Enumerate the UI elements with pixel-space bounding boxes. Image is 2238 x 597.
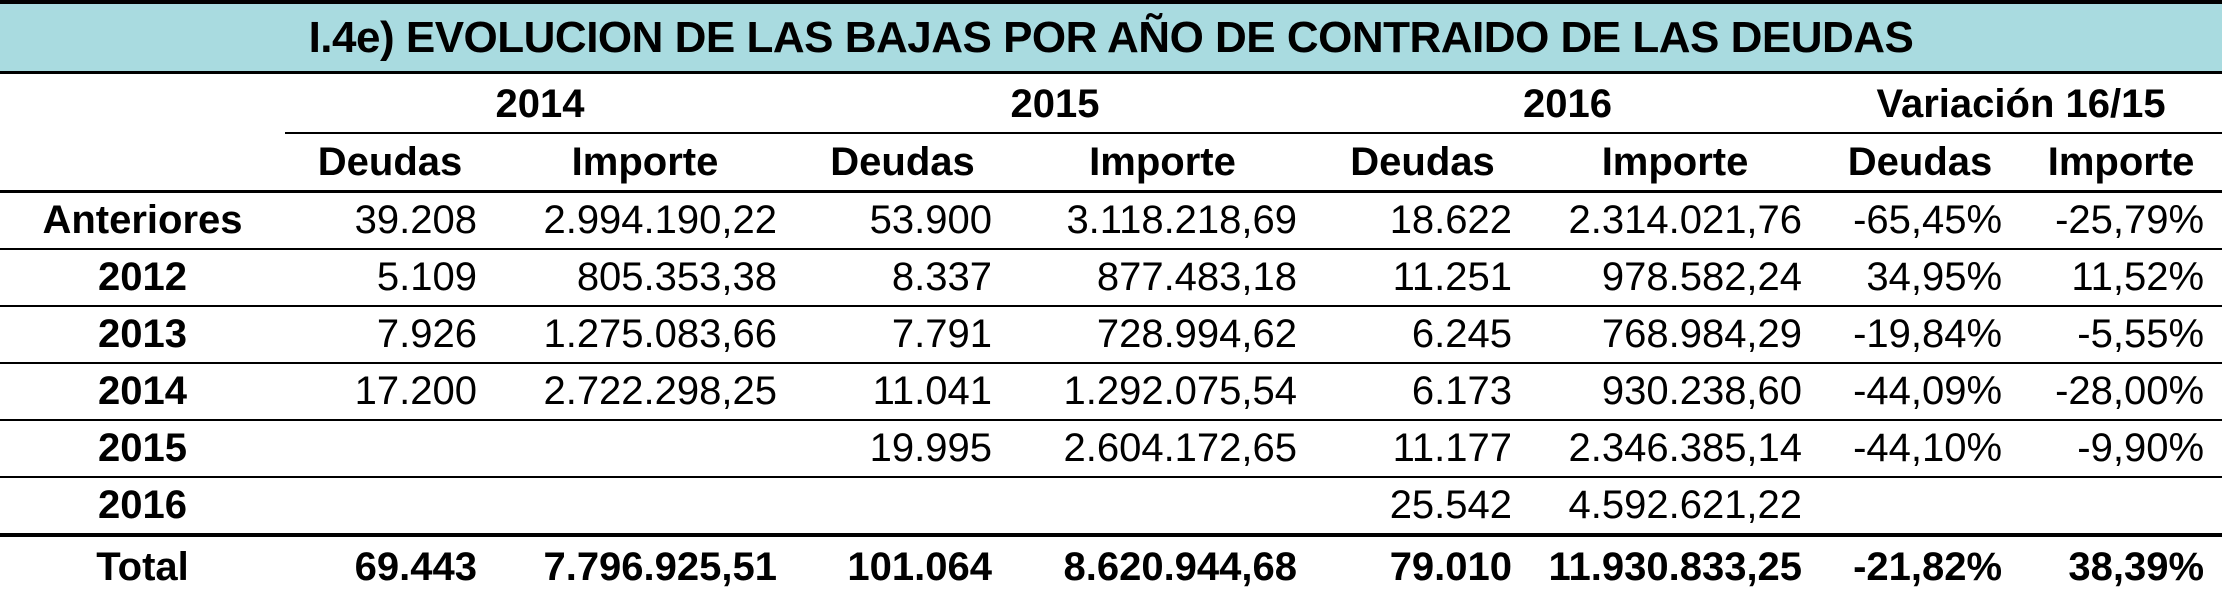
- cell: 11,52%: [2020, 249, 2223, 307]
- subheader-deudas: Deudas: [1315, 133, 1531, 193]
- cell: 728.994,62: [1010, 306, 1316, 364]
- subheader-deudas: Deudas: [795, 133, 1011, 193]
- cell: [285, 477, 495, 537]
- cell: -9,90%: [2020, 420, 2223, 478]
- group-header-2015: 2015: [795, 76, 1316, 134]
- cell: 2.346.385,14: [1530, 420, 1821, 478]
- cell: 3.118.218,69: [1010, 191, 1316, 250]
- cell: 7.926: [285, 306, 495, 364]
- cell: 34,95%: [1820, 249, 2021, 307]
- cell: 5.109: [285, 249, 495, 307]
- row-label: 2014: [0, 363, 285, 421]
- cell: 930.238,60: [1530, 363, 1821, 421]
- group-header-2016: 2016: [1315, 76, 1821, 134]
- cell: 2.722.298,25: [495, 363, 796, 421]
- subheader-importe: Importe: [2020, 133, 2223, 193]
- cell: 877.483,18: [1010, 249, 1316, 307]
- group-header-2014: 2014: [285, 76, 796, 134]
- cell: 4.592.621,22: [1530, 477, 1821, 537]
- total-cell: 38,39%: [2068, 544, 2205, 589]
- cell: 1.275.083,66: [495, 306, 796, 364]
- row-label: 2013: [0, 306, 285, 364]
- row-label: 2012: [0, 249, 285, 307]
- table-row: 2015 19.995 2.604.172,65 11.177 2.346.38…: [0, 420, 2223, 478]
- cell: [1010, 477, 1316, 537]
- cell: 768.984,29: [1530, 306, 1821, 364]
- total-cell: 8.620.944,68: [1063, 544, 1298, 589]
- total-label: Total: [96, 544, 189, 589]
- group-header-variacion: Variación 16/15: [1820, 76, 2223, 134]
- row-label: 2015: [0, 420, 285, 478]
- table-row: 2012 5.109 805.353,38 8.337 877.483,18 1…: [0, 249, 2223, 307]
- cell: -28,00%: [2020, 363, 2223, 421]
- cell: -44,10%: [1820, 420, 2021, 478]
- cell: 8.337: [795, 249, 1011, 307]
- total-cell: 101.064: [847, 544, 993, 589]
- subheader-importe: Importe: [1530, 133, 1821, 193]
- table-row: 2016 25.542 4.592.621,22: [0, 477, 2223, 537]
- cell: 2.604.172,65: [1010, 420, 1316, 478]
- data-table: 2014 2015 2016 Variación 16/15 Deudas Im…: [0, 76, 2223, 597]
- cell: [2020, 477, 2223, 537]
- row-label: Anteriores: [0, 191, 285, 250]
- subheader-deudas: Deudas: [285, 133, 495, 193]
- cell: 25.542: [1315, 477, 1531, 537]
- cell: [495, 477, 796, 537]
- total-cell: 7.796.925,51: [543, 544, 778, 589]
- cell: -65,45%: [1820, 191, 2021, 250]
- table-title: I.4e) EVOLUCION DE LAS BAJAS POR AÑO DE …: [0, 0, 2222, 74]
- subheader-importe: Importe: [495, 133, 796, 193]
- cell: [285, 420, 495, 478]
- corner-cell: [0, 76, 285, 133]
- cell: 6.245: [1315, 306, 1531, 364]
- subheader-deudas: Deudas: [1820, 133, 2021, 193]
- total-cell: 11.930.833,25: [1548, 544, 1803, 589]
- cell: 19.995: [795, 420, 1011, 478]
- total-row: Total 69.443 7.796.925,51 101.064 8.620.…: [0, 535, 2222, 597]
- cell: 11.251: [1315, 249, 1531, 307]
- cell: -5,55%: [2020, 306, 2223, 364]
- total-cell: -21,82%: [1853, 544, 2003, 589]
- cell: 805.353,38: [495, 249, 796, 307]
- table-row: 2014 17.200 2.722.298,25 11.041 1.292.07…: [0, 363, 2223, 421]
- cell: -25,79%: [2020, 191, 2223, 250]
- cell: -44,09%: [1820, 363, 2021, 421]
- cell: 7.791: [795, 306, 1011, 364]
- table-row: 2013 7.926 1.275.083,66 7.791 728.994,62…: [0, 306, 2223, 364]
- cell: [495, 420, 796, 478]
- cell: [1820, 477, 2021, 537]
- cell: 11.041: [795, 363, 1011, 421]
- cell: [795, 477, 1011, 537]
- cell: 17.200: [285, 363, 495, 421]
- cell: 18.622: [1315, 191, 1531, 250]
- table-container: I.4e) EVOLUCION DE LAS BAJAS POR AÑO DE …: [0, 0, 2223, 589]
- cell: 6.173: [1315, 363, 1531, 421]
- cell: 11.177: [1315, 420, 1531, 478]
- cell: 1.292.075,54: [1010, 363, 1316, 421]
- cell: -19,84%: [1820, 306, 2021, 364]
- row-label: 2016: [0, 477, 285, 537]
- corner-cell-lower: [0, 133, 285, 193]
- cell: 978.582,24: [1530, 249, 1821, 307]
- cell: 53.900: [795, 191, 1011, 250]
- cell: 39.208: [285, 191, 495, 250]
- total-cell: 69.443: [354, 544, 477, 589]
- total-cell: 79.010: [1389, 544, 1513, 589]
- subheader-importe: Importe: [1010, 133, 1316, 193]
- table-row: Anteriores 39.208 2.994.190,22 53.900 3.…: [0, 191, 2223, 250]
- cell: 2.994.190,22: [495, 191, 796, 250]
- cell: 2.314.021,76: [1530, 191, 1821, 250]
